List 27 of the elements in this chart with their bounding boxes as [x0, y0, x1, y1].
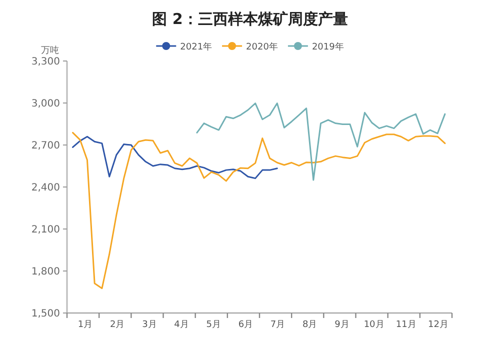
chart-title: 图 2：三西样本煤矿周度产量 — [152, 10, 348, 28]
y-tick-label: 1,500 — [31, 308, 60, 320]
x-tick-label: 9月 — [334, 320, 350, 330]
x-tick-label: 1月 — [78, 320, 93, 330]
line-series — [72, 132, 446, 290]
y-tick-label: 2,700 — [31, 140, 60, 152]
x-tick-label: 2月 — [110, 320, 125, 330]
legend-label: 2020年 — [246, 42, 278, 52]
y-tick-label: 3,000 — [31, 98, 60, 110]
x-tick-label: 5月 — [206, 320, 221, 330]
legend-label: 2021年 — [180, 42, 212, 52]
y-tick-label: 3,300 — [31, 56, 60, 68]
x-tick-label: 10月 — [364, 320, 384, 330]
x-tick-label: 8月 — [302, 320, 318, 330]
y-tick-label: 1,800 — [31, 266, 60, 278]
y-axis-title: 万吨 — [41, 45, 59, 56]
legend-label: 2019年 — [312, 42, 344, 52]
y-tick-label: 2,400 — [31, 182, 60, 194]
x-tick-label: 11月 — [396, 320, 416, 330]
x-tick-label: 7月 — [270, 320, 286, 330]
x-tick-label: 12月 — [428, 320, 448, 330]
line-series — [72, 136, 278, 180]
x-tick-label: 6月 — [238, 320, 254, 330]
x-tick-label: 4月 — [174, 320, 189, 330]
x-tick-label: 3月 — [142, 320, 157, 330]
y-tick-label: 2,100 — [31, 224, 60, 236]
line-series — [196, 102, 446, 181]
